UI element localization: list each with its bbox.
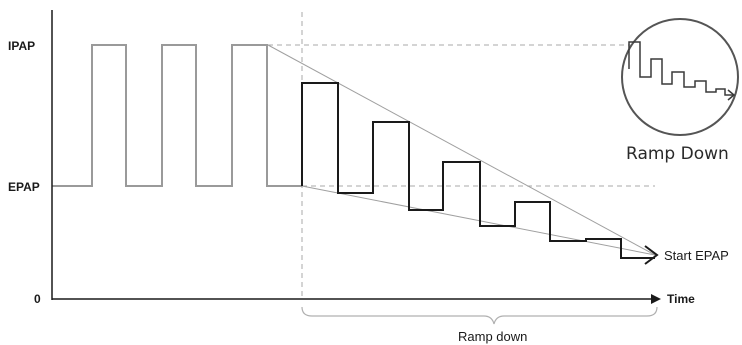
inset-ramp-down-label: Ramp Down bbox=[626, 144, 729, 164]
ramp-down-brace-label: Ramp down bbox=[458, 329, 527, 344]
pre-ramp-pressure-trace bbox=[52, 44, 302, 187]
upper-envelope-line bbox=[267, 44, 656, 256]
x-axis-arrowhead bbox=[651, 294, 661, 304]
ramp-down-brace bbox=[301, 306, 658, 325]
inset-circle bbox=[621, 18, 739, 136]
lower-envelope-line bbox=[301, 185, 656, 256]
inset-ramp-trace bbox=[628, 41, 733, 96]
inset-arrowhead bbox=[727, 89, 736, 101]
ipap-label: IPAP bbox=[8, 39, 35, 53]
ramp-down-pressure-trace bbox=[301, 82, 655, 259]
time-axis-label: Time bbox=[667, 292, 695, 306]
start-epap-arrowhead bbox=[644, 245, 659, 265]
zero-label: 0 bbox=[34, 292, 41, 306]
epap-label: EPAP bbox=[8, 180, 40, 194]
start-epap-label: Start EPAP bbox=[664, 248, 729, 263]
